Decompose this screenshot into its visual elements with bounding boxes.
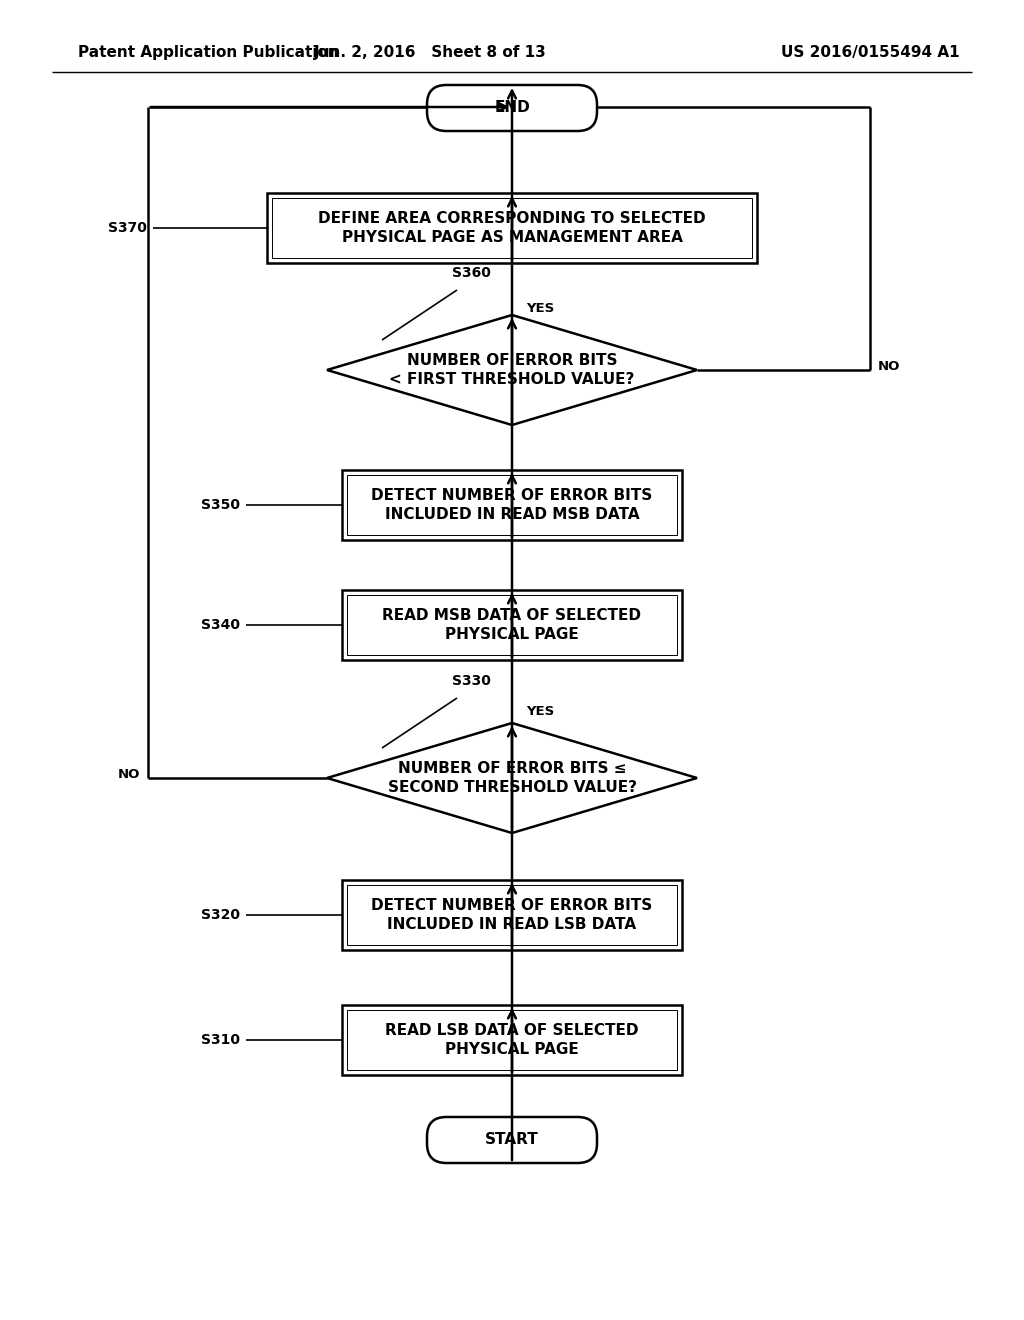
Text: YES: YES — [526, 302, 554, 315]
Text: S360: S360 — [452, 267, 490, 280]
Bar — [342, 1005, 682, 1074]
Bar — [342, 880, 682, 950]
Bar — [342, 590, 682, 660]
Bar — [272, 198, 752, 257]
Bar — [342, 470, 682, 540]
Text: END: END — [495, 100, 529, 116]
Text: READ LSB DATA OF SELECTED
PHYSICAL PAGE: READ LSB DATA OF SELECTED PHYSICAL PAGE — [385, 1023, 639, 1057]
Text: US 2016/0155494 A1: US 2016/0155494 A1 — [781, 45, 961, 59]
Text: DETECT NUMBER OF ERROR BITS
INCLUDED IN READ LSB DATA: DETECT NUMBER OF ERROR BITS INCLUDED IN … — [372, 898, 652, 932]
Text: NO: NO — [118, 767, 140, 780]
Text: S320: S320 — [201, 908, 240, 921]
Text: S330: S330 — [452, 675, 490, 688]
Bar — [347, 1010, 677, 1071]
FancyBboxPatch shape — [427, 1117, 597, 1163]
Text: READ MSB DATA OF SELECTED
PHYSICAL PAGE: READ MSB DATA OF SELECTED PHYSICAL PAGE — [383, 609, 641, 642]
Polygon shape — [327, 315, 697, 425]
Text: Patent Application Publication: Patent Application Publication — [78, 45, 339, 59]
Bar — [347, 595, 677, 655]
Bar — [347, 475, 677, 535]
Text: NO: NO — [878, 359, 900, 372]
Text: S370: S370 — [109, 220, 147, 235]
Bar — [267, 193, 757, 263]
Text: S310: S310 — [201, 1034, 240, 1047]
Text: DEFINE AREA CORRESPONDING TO SELECTED
PHYSICAL PAGE AS MANAGEMENT AREA: DEFINE AREA CORRESPONDING TO SELECTED PH… — [318, 211, 706, 244]
Text: NUMBER OF ERROR BITS ≤
SECOND THRESHOLD VALUE?: NUMBER OF ERROR BITS ≤ SECOND THRESHOLD … — [387, 760, 637, 796]
Text: DETECT NUMBER OF ERROR BITS
INCLUDED IN READ MSB DATA: DETECT NUMBER OF ERROR BITS INCLUDED IN … — [372, 488, 652, 521]
Text: START: START — [485, 1133, 539, 1147]
Text: Jun. 2, 2016   Sheet 8 of 13: Jun. 2, 2016 Sheet 8 of 13 — [313, 45, 547, 59]
Text: S340: S340 — [201, 618, 240, 632]
Text: YES: YES — [526, 705, 554, 718]
Bar — [347, 884, 677, 945]
Text: S350: S350 — [201, 498, 240, 512]
Text: FIG. 9: FIG. 9 — [462, 103, 562, 132]
Polygon shape — [327, 723, 697, 833]
Text: NUMBER OF ERROR BITS
< FIRST THRESHOLD VALUE?: NUMBER OF ERROR BITS < FIRST THRESHOLD V… — [389, 352, 635, 387]
FancyBboxPatch shape — [427, 84, 597, 131]
